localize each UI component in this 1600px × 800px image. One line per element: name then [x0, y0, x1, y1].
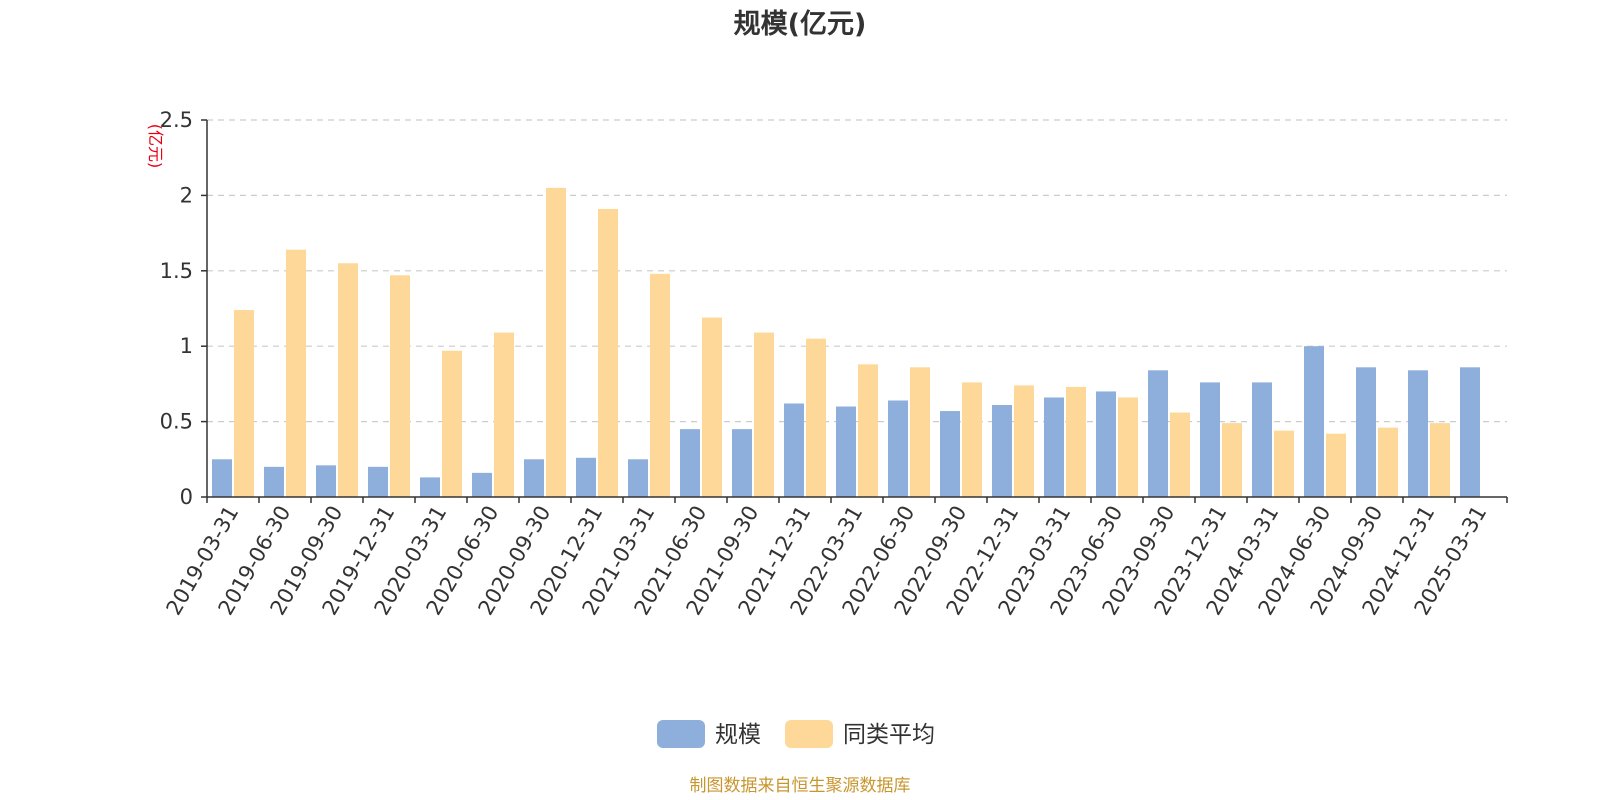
- bar-peer-average[interactable]: [702, 317, 722, 497]
- bar-scale[interactable]: [732, 429, 752, 497]
- bar-peer-average[interactable]: [1118, 397, 1138, 497]
- bar-peer-average[interactable]: [910, 367, 930, 497]
- y-axis-unit-label: (亿元): [146, 124, 165, 169]
- y-tick-label: 2: [180, 183, 193, 207]
- bar-scale[interactable]: [1460, 367, 1480, 497]
- y-tick-label: 0.5: [160, 410, 193, 434]
- legend-item-peer-average[interactable]: 同类平均: [785, 720, 935, 748]
- y-tick-label: 1: [180, 334, 193, 358]
- bar-scale[interactable]: [524, 459, 544, 497]
- bar-scale[interactable]: [212, 459, 232, 497]
- bar-scale[interactable]: [1096, 391, 1116, 497]
- bar-scale[interactable]: [992, 405, 1012, 497]
- chart-title: 规模(亿元): [734, 9, 867, 40]
- bar-scale[interactable]: [1044, 397, 1064, 497]
- source-note: 制图数据来自恒生聚源数据库: [690, 776, 911, 796]
- bar-scale[interactable]: [1252, 382, 1272, 497]
- bar-peer-average[interactable]: [598, 208, 618, 498]
- bar-peer-average[interactable]: [494, 332, 514, 497]
- bar-peer-average[interactable]: [1170, 412, 1190, 497]
- legend-swatch: [785, 720, 833, 748]
- bar-peer-average[interactable]: [754, 332, 774, 497]
- bar-peer-average[interactable]: [1378, 427, 1398, 497]
- bar-peer-average[interactable]: [650, 273, 670, 497]
- bar-scale[interactable]: [1408, 370, 1428, 497]
- bar-peer-average[interactable]: [286, 249, 306, 497]
- bar-peer-average[interactable]: [234, 310, 254, 497]
- bars: [212, 187, 1480, 498]
- bar-scale[interactable]: [628, 459, 648, 497]
- bar-scale[interactable]: [1148, 370, 1168, 497]
- bar-peer-average[interactable]: [962, 382, 982, 497]
- bar-peer-average[interactable]: [1014, 385, 1034, 497]
- legend-label: 同类平均: [843, 722, 935, 748]
- bar-peer-average[interactable]: [1326, 433, 1346, 497]
- bar-scale[interactable]: [784, 403, 804, 497]
- legend-label: 规模: [715, 722, 761, 748]
- bar-scale[interactable]: [1304, 346, 1324, 497]
- bar-peer-average[interactable]: [1430, 423, 1450, 497]
- legend-item-scale[interactable]: 规模: [657, 720, 761, 748]
- legend-swatch: [657, 720, 705, 748]
- bar-scale[interactable]: [368, 466, 388, 497]
- bar-peer-average[interactable]: [1222, 423, 1242, 497]
- bar-scale[interactable]: [1200, 382, 1220, 497]
- bar-scale[interactable]: [888, 400, 908, 497]
- x-axis-ticks: 2019-03-312019-06-302019-09-302019-12-31…: [162, 497, 1508, 619]
- bar-scale[interactable]: [264, 466, 284, 497]
- bar-peer-average[interactable]: [442, 350, 462, 497]
- bar-scale[interactable]: [472, 472, 492, 497]
- legend[interactable]: 规模 同类平均: [657, 720, 935, 748]
- bar-peer-average[interactable]: [390, 275, 410, 497]
- axes: [206, 120, 1507, 498]
- y-tick-label: 0: [180, 485, 193, 509]
- bar-peer-average[interactable]: [546, 187, 566, 498]
- gridlines: [207, 119, 1507, 423]
- bar-scale[interactable]: [576, 457, 596, 497]
- bar-peer-average[interactable]: [338, 263, 358, 497]
- bar-scale[interactable]: [1356, 367, 1376, 497]
- bar-peer-average[interactable]: [1066, 386, 1086, 497]
- y-tick-label: 2.5: [160, 108, 193, 132]
- bar-scale[interactable]: [316, 465, 336, 497]
- y-axis-ticks: 0 0.5 1 1.5 2 2.5: [160, 108, 207, 509]
- bar-peer-average[interactable]: [1274, 430, 1294, 497]
- bar-scale[interactable]: [940, 411, 960, 497]
- bar-scale[interactable]: [836, 406, 856, 497]
- bar-peer-average[interactable]: [806, 338, 826, 497]
- bar-peer-average[interactable]: [858, 364, 878, 497]
- y-tick-label: 1.5: [160, 259, 193, 283]
- bar-scale[interactable]: [420, 477, 440, 497]
- bar-scale[interactable]: [680, 429, 700, 497]
